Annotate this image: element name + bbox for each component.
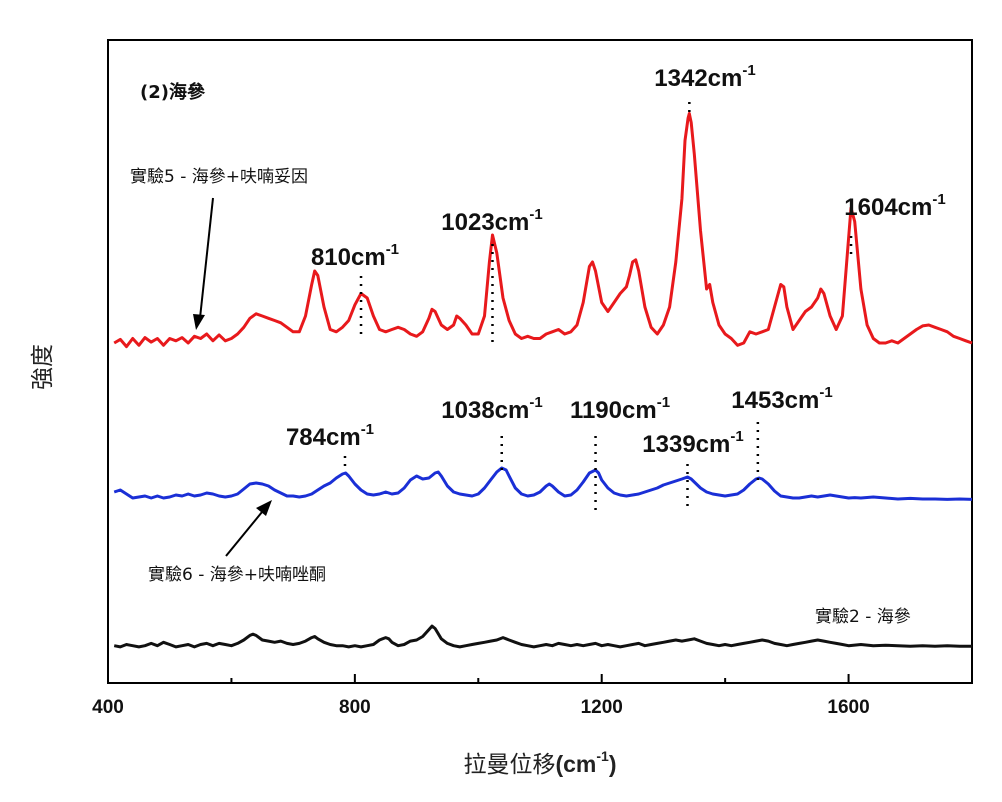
panel-label: (2)海參	[140, 81, 206, 103]
y-axis-title: 強度	[30, 344, 56, 390]
x-tick-label: 400	[92, 697, 124, 718]
x-axis-title-unit-close: )	[609, 751, 617, 777]
x-axis-title-unit-sup: -1	[596, 748, 609, 764]
plot-frame	[107, 39, 973, 684]
peak-label: 1038cm-1	[441, 394, 542, 424]
x-tick-label: 1600	[827, 697, 869, 718]
x-axis-title-unit: (cm	[555, 751, 596, 777]
peak-labels: 810cm-1 1023cm-1 1342cm-1 1604cm-1 784cm-1 10…	[286, 62, 946, 512]
x-axis-title: 拉曼位移(cm-1)	[463, 748, 616, 778]
peak-label: 1453cm-1	[731, 384, 832, 414]
x-axis-ticks: 400 800 1200 1600	[92, 674, 973, 718]
spectrum-line-red	[113, 112, 973, 349]
series-layer	[113, 112, 973, 649]
peak-label: 1190cm-1	[570, 394, 670, 424]
series-annotation-red: 實驗5 - 海參+呋喃妥因	[130, 167, 308, 187]
series-annotation-blue: 實驗6 - 海參+呋喃唑酮	[148, 565, 326, 585]
x-axis-title-main: 拉曼位移	[463, 752, 555, 778]
series-annotation-black: 實驗2 - 海參	[815, 607, 911, 627]
spectrum-line-black	[113, 624, 972, 649]
arrowhead-blue	[256, 500, 272, 516]
arrow-red	[199, 197, 214, 319]
peak-label: 810cm-1	[311, 241, 399, 271]
peak-label: 1604cm-1	[844, 191, 945, 221]
spectrum-line-blue	[113, 466, 973, 501]
peak-label: 784cm-1	[286, 421, 374, 451]
arrowhead-red	[193, 314, 205, 330]
peak-label: 1023cm-1	[441, 206, 542, 236]
arrow-blue	[225, 511, 263, 557]
x-tick-label: 1200	[581, 697, 623, 718]
x-tick-label: 800	[339, 697, 371, 718]
peak-label: 1342cm-1	[654, 62, 755, 92]
peak-label: 1339cm-1	[642, 428, 743, 458]
